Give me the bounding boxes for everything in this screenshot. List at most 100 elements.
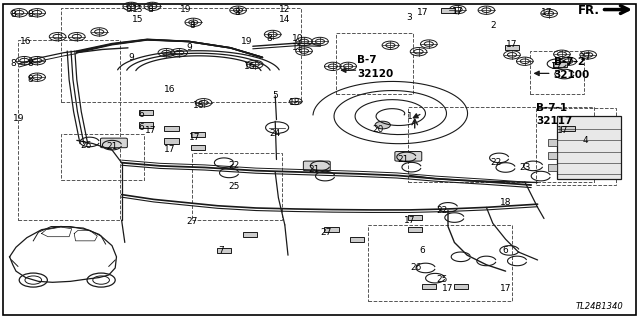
Circle shape (375, 121, 390, 129)
Text: 7: 7 (218, 246, 223, 255)
Text: 23: 23 (519, 163, 531, 172)
Text: 17: 17 (541, 8, 553, 17)
Bar (191, 145, 205, 150)
Text: 17: 17 (145, 126, 156, 135)
Bar (557, 116, 621, 179)
Bar (505, 45, 519, 50)
Text: 17: 17 (551, 63, 563, 71)
Text: 22: 22 (228, 161, 239, 170)
Text: 9: 9 (186, 43, 191, 52)
Text: 12: 12 (279, 5, 291, 14)
Bar (548, 164, 557, 171)
Text: 17: 17 (452, 7, 463, 16)
Text: 8: 8 (10, 10, 15, 19)
Text: 18: 18 (289, 98, 300, 107)
Text: 27: 27 (321, 228, 332, 237)
Bar (164, 138, 179, 144)
Text: B-7-2
32100: B-7-2 32100 (554, 57, 590, 80)
Bar (561, 126, 575, 131)
Text: 19: 19 (241, 37, 252, 46)
Text: 17: 17 (164, 145, 175, 154)
Text: 16: 16 (193, 101, 204, 110)
Text: 16: 16 (244, 63, 255, 71)
Text: FR.: FR. (578, 4, 600, 17)
Text: 17: 17 (404, 216, 415, 225)
Text: 11: 11 (292, 43, 303, 52)
Text: 8: 8 (28, 59, 33, 68)
Text: 17: 17 (189, 133, 201, 142)
Text: 6: 6 (138, 110, 143, 119)
Text: 15: 15 (132, 15, 143, 24)
Bar (368, 225, 512, 301)
Text: 8: 8 (10, 59, 15, 68)
Text: 17: 17 (506, 40, 518, 49)
Bar (61, 8, 301, 102)
Text: 3: 3 (407, 13, 412, 22)
Text: 19: 19 (13, 114, 25, 122)
Text: 6: 6 (138, 123, 143, 132)
Text: 16: 16 (164, 85, 175, 94)
Text: 17: 17 (442, 284, 454, 293)
Text: 8: 8 (189, 21, 195, 30)
Text: 6: 6 (503, 246, 508, 255)
Text: 8: 8 (234, 8, 239, 17)
Text: 17: 17 (580, 53, 591, 62)
Text: 20: 20 (372, 125, 383, 134)
Text: 6: 6 (420, 246, 425, 255)
Bar (139, 122, 153, 128)
Text: 22: 22 (436, 206, 447, 215)
Bar (408, 215, 422, 220)
Text: 8: 8 (125, 5, 131, 14)
FancyBboxPatch shape (303, 161, 330, 171)
Bar (408, 107, 594, 182)
Text: 17: 17 (417, 8, 428, 17)
Bar (139, 110, 153, 115)
Text: 26: 26 (410, 263, 422, 272)
Text: 25: 25 (228, 182, 239, 191)
Bar (350, 237, 364, 242)
Text: 8: 8 (266, 34, 271, 43)
Text: B-7
32120: B-7 32120 (357, 56, 394, 78)
Bar (553, 62, 567, 67)
Bar (18, 40, 120, 220)
Text: 8: 8 (28, 75, 33, 84)
Bar (536, 108, 616, 185)
Text: 27: 27 (186, 217, 198, 226)
Text: B-7-1
32117: B-7-1 32117 (536, 103, 573, 126)
Text: 8: 8 (148, 5, 153, 14)
Bar (422, 284, 436, 289)
Text: 17: 17 (500, 284, 511, 293)
Text: 21: 21 (106, 142, 118, 151)
Bar (548, 139, 557, 146)
FancyBboxPatch shape (100, 138, 127, 148)
Text: 1: 1 (407, 112, 412, 121)
Text: TL24B1340: TL24B1340 (575, 302, 623, 311)
Text: 4: 4 (583, 136, 588, 145)
Text: 22: 22 (490, 158, 502, 167)
Bar (243, 232, 257, 237)
Bar (408, 227, 422, 232)
Text: 10: 10 (292, 34, 303, 43)
Text: 5: 5 (273, 91, 278, 100)
Bar (217, 248, 231, 253)
Text: 25: 25 (436, 275, 447, 284)
Bar (548, 152, 557, 159)
FancyBboxPatch shape (395, 152, 422, 161)
Bar (324, 227, 339, 232)
Text: 16: 16 (20, 37, 31, 46)
Bar (336, 33, 413, 94)
Text: 18: 18 (500, 198, 511, 207)
Text: 24: 24 (269, 130, 281, 138)
Text: 26: 26 (81, 141, 92, 150)
Text: 13: 13 (132, 5, 143, 14)
Text: 21: 21 (397, 155, 409, 164)
Text: 21: 21 (308, 165, 319, 174)
Text: 17: 17 (557, 126, 569, 135)
Bar (192, 153, 282, 220)
Bar (530, 51, 584, 94)
Text: 2: 2 (490, 21, 495, 30)
Bar (441, 8, 455, 13)
Bar (61, 134, 144, 180)
Bar (454, 284, 468, 289)
Bar (191, 132, 205, 137)
